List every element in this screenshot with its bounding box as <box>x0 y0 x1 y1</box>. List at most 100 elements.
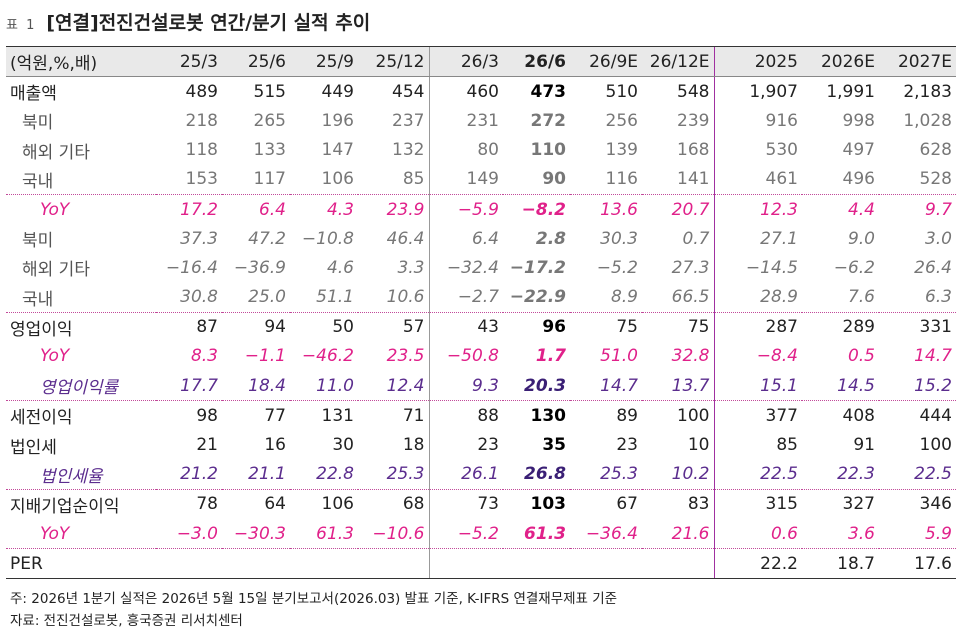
table-cell: −32.4 <box>428 253 503 283</box>
table-cell <box>428 548 503 580</box>
table-row: 법인세율 21.2 21.1 22.8 25.3 26.1 26.8 25.3 10.2 22.5… <box>6 459 956 490</box>
table-row: PER 22.2 18.7 17.6 <box>6 548 956 580</box>
table-cell: 22.3 <box>837 464 875 485</box>
col-header: 25/6 <box>222 45 290 78</box>
table-cell: 14.5 <box>837 375 875 396</box>
table-cell: 231 <box>428 106 503 136</box>
table-cell: −3.0 <box>176 523 218 544</box>
table-cell: 149 <box>428 164 503 195</box>
table-cell: 80 <box>428 135 503 165</box>
col-header: 26/6 <box>503 45 570 78</box>
table-cell <box>358 548 429 580</box>
table-cell: 8.3 <box>190 346 218 367</box>
table-row: 법인세 21 16 30 18 23 35 23 10 85 91 100 <box>6 430 956 460</box>
table-cell: −46.2 <box>301 346 354 367</box>
table-cell: 315 <box>713 488 802 519</box>
table-row: 지배기업순이익 78 64 106 68 73 103 67 83 315 327 346 <box>6 488 956 519</box>
table-cell: 26.4 <box>914 257 952 278</box>
table-cell: 6.4 <box>428 224 503 254</box>
table-cell: 89 <box>570 400 642 431</box>
table-cell: 98 <box>156 400 222 431</box>
table-cell: −5.2 <box>596 257 638 278</box>
table-cell: 23 <box>616 435 638 456</box>
table-cell: 237 <box>392 110 425 131</box>
table-cell: 21.6 <box>671 523 710 544</box>
table-cell: 5.9 <box>924 523 952 544</box>
table-cell: 12.3 <box>713 193 802 225</box>
table-cell: 11.0 <box>316 375 354 396</box>
table-cell: 73 <box>428 488 503 519</box>
row-label: 해외 기타 <box>22 260 90 281</box>
table-cell: −10.6 <box>372 523 425 544</box>
table-cell: 9.7 <box>879 193 956 225</box>
table-cell: 106 <box>290 488 358 519</box>
table-cell: 50 <box>290 311 358 342</box>
table-row: YoY −3.0 −30.3 61.3 −10.6 −5.2 61.3 −36.4 21.6 0.… <box>6 519 956 549</box>
row-label: YoY <box>6 193 156 225</box>
footnotes: 주: 2026년 1분기 실적은 2026년 5월 15일 분기보고서(2026… <box>10 588 617 632</box>
table-cell: 14.7 <box>914 346 952 367</box>
table-cell <box>642 548 714 580</box>
table-cell: 100 <box>642 400 714 431</box>
table-cell: 444 <box>879 400 956 431</box>
table-cell <box>222 548 290 580</box>
col-header: 25/3 <box>156 45 222 78</box>
table-cell: 30.3 <box>600 228 638 249</box>
table-title: 표 1 [연결]전진건설로봇 연간/분기 실적 추이 <box>6 8 370 36</box>
table-cell: 90 <box>542 169 566 190</box>
table-cell: 1,991 <box>826 81 875 102</box>
table-cell: 133 <box>253 140 286 161</box>
table-row: 매출액 489 515 449 454 460 473 510 548 1,907 1,991 2,1… <box>6 76 956 107</box>
table-cell: 71 <box>358 400 429 431</box>
table-cell: 64 <box>222 488 290 519</box>
table-cell: 10 <box>687 435 710 456</box>
table-cell: 530 <box>713 135 802 165</box>
table-cell: 85 <box>713 430 802 460</box>
table-cell: −14.5 <box>713 253 802 283</box>
table-row: 국내 30.8 25.0 51.1 10.6 −2.7 −22.9 8.9 66.5 28.9 7.… <box>6 282 956 313</box>
table-cell: 3.3 <box>397 257 425 278</box>
table-cell: 460 <box>428 76 503 107</box>
table-cell: 106 <box>321 169 354 190</box>
row-label: 법인세율 <box>40 466 103 487</box>
table-cell: 497 <box>842 140 875 161</box>
table-cell: 916 <box>713 106 802 136</box>
table-cell: 289 <box>802 311 879 342</box>
table-cell: 265 <box>253 110 286 131</box>
col-header: 2025 <box>713 45 802 78</box>
table-cell: −8.2 <box>503 193 570 225</box>
table-cell: 141 <box>677 169 710 190</box>
table-cell: 0.5 <box>847 346 875 367</box>
table-cell: 1.7 <box>535 346 566 367</box>
table-cell: 75 <box>642 311 714 342</box>
table-row: YoY 8.3 −1.1 −46.2 23.5 −50.8 1.7 51.0 32.8 −8.4 0… <box>6 341 956 372</box>
col-header: 25/12 <box>358 45 429 78</box>
table-cell: 100 <box>919 435 952 456</box>
table-cell: 139 <box>605 140 638 161</box>
table-cell: 454 <box>392 81 425 102</box>
table-cell: 1,028 <box>903 110 952 131</box>
table-cell: 13.6 <box>570 193 642 225</box>
table-cell: 473 <box>530 81 567 102</box>
table-cell: 1,907 <box>713 76 802 107</box>
table-cell: 28.9 <box>713 282 802 313</box>
table-cell: −17.2 <box>509 257 566 278</box>
table-row: 해외 기타 118 133 147 132 80 110 139 168 530 497 628 <box>6 135 956 165</box>
table-cell: 78 <box>156 488 222 519</box>
table-cell: 272 <box>530 110 567 131</box>
table-row: 영업이익 87 94 50 57 43 96 75 75 287 289 331 <box>6 311 956 342</box>
table-cell: 88 <box>428 400 503 431</box>
table-cell: 47.2 <box>248 228 286 249</box>
table-cell: 91 <box>853 435 875 456</box>
row-label: PER <box>6 548 156 580</box>
table-row: 해외 기타 −16.4 −36.9 4.6 3.3 −32.4 −17.2 −5.2 27.3−… <box>6 253 956 283</box>
table-cell: 43 <box>428 311 503 342</box>
table-cell <box>570 548 642 580</box>
table-cell: 83 <box>642 488 714 519</box>
table-cell: 15.2 <box>914 375 952 396</box>
table-cell: 17.2 <box>156 193 222 225</box>
table-cell: 21.2 <box>180 464 218 485</box>
table-cell: 23.9 <box>358 193 429 225</box>
table-cell: 628 <box>919 140 952 161</box>
